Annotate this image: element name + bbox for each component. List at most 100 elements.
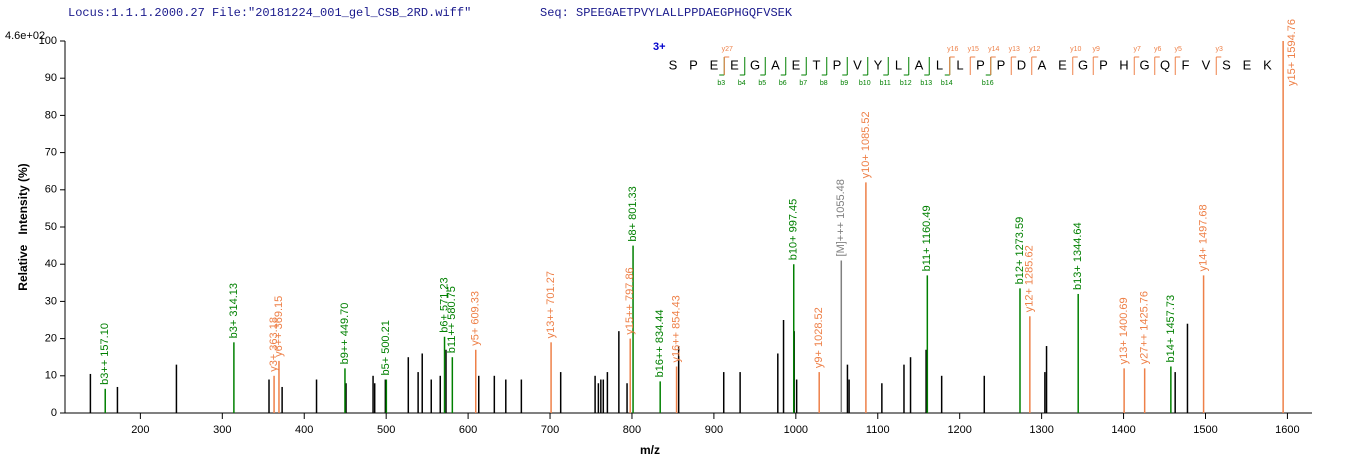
y-axis-title: Relative Intensity (%) [16,163,30,290]
y-tick-label: 90 [45,72,57,84]
peak-label: b3+ 314.13 [228,283,240,338]
peak-label: y27++ 1425.76 [1139,291,1151,364]
residue: V [853,57,862,72]
x-tick-label: 1500 [1193,424,1217,436]
peak-label: b6+ 571.23 [438,277,450,332]
b-fragment: b11 [880,80,891,87]
scale-label: 4.6e+02 [5,30,45,42]
peak-label: y9+ 1028.52 [813,307,825,368]
residue: A [915,57,924,72]
x-tick-label: 600 [459,424,477,436]
peak-label: y5+ 609.33 [470,291,482,346]
residue: P [689,57,698,72]
b-fragment: b14 [941,80,953,87]
y-fragment: y15 [968,46,979,53]
b-fragment: b12 [900,80,912,87]
y-fragment: y6 [1154,46,1162,53]
residue: E [1058,57,1067,72]
x-tick-label: 1600 [1275,424,1299,436]
residue: P [833,57,842,72]
peak-label: b8+ 801.33 [627,186,639,241]
residue: H [1119,57,1128,72]
y-fragment: y14 [988,46,999,53]
peak-label: y10+ 1085.52 [860,111,872,178]
x-tick-label: 900 [705,424,723,436]
peak-label: y13++ 701.27 [545,271,557,338]
b-fragment: b8 [820,80,828,87]
b-fragment: b9 [840,80,848,87]
y-tick-label: 80 [45,109,57,121]
peak-label: y12+ 1285.62 [1024,245,1036,312]
y-tick-label: 20 [45,333,57,345]
x-tick-label: 700 [541,424,559,436]
b-fragment: b3 [717,80,725,87]
residue: F [1182,57,1190,72]
peak-label: b16++ 834.44 [654,309,666,377]
x-tick-label: 1100 [866,424,890,436]
x-tick-label: 1400 [1111,424,1135,436]
residue: S [669,57,678,72]
residue: T [813,57,821,72]
residue: P [997,57,1006,72]
y-tick-label: 50 [45,221,57,233]
residue: E [792,57,801,72]
y-tick-label: 30 [45,295,57,307]
peak-label: y6++ 369.15 [273,296,285,357]
peak-label: y15++ 797.86 [624,267,636,334]
peak-label: b13+ 1344.64 [1072,222,1084,290]
peak-label: b11+ 1160.49 [921,205,933,271]
residue: K [1263,57,1272,72]
residue: Y [874,57,883,72]
b-fragment: b5 [758,80,766,87]
x-tick-label: 400 [295,424,313,436]
residue: L [956,57,963,72]
b-fragment: b16 [982,80,994,87]
x-tick-label: 1000 [784,424,808,436]
peak-label: [M]+++ 1055.48 [835,179,847,256]
y-tick-label: 10 [45,370,57,382]
peak-label: b12+ 1273.59 [1014,217,1026,285]
b-fragment: b10 [859,80,871,87]
peak-label: y3+ 363.18 [268,317,280,372]
residue: G [750,57,760,72]
residue: P [976,57,985,72]
residue: L [936,57,943,72]
y-tick-label: 0 [51,407,57,419]
peak-label: b11++ 580.75 [446,286,458,353]
residue: L [895,57,902,72]
y-fragment: y13 [1009,46,1020,53]
y-fragment: y27 [722,46,733,53]
peak-label: y16++ 854.43 [670,295,682,362]
x-tick-label: 200 [131,424,149,436]
residue: S [1222,57,1231,72]
peak-label: y14+ 1497.68 [1197,204,1209,271]
residue: E [710,57,719,72]
residue: P [1099,57,1108,72]
y-fragment: y10 [1070,46,1081,53]
x-axis-title: m/z [640,443,660,457]
residue: A [1038,57,1047,72]
residue: A [771,57,780,72]
peak-label: y13+ 1400.69 [1118,297,1130,364]
residue: V [1202,57,1211,72]
x-tick-label: 800 [623,424,641,436]
y-fragment: y12 [1029,46,1040,53]
x-tick-label: 500 [377,424,395,436]
peak-label: b3++ 157.10 [99,323,111,385]
y-tick-label: 40 [45,258,57,270]
y-fragment: y9 [1093,46,1101,53]
y-tick-label: 60 [45,184,57,196]
residue: Q [1160,57,1170,72]
peak-label: b9++ 449.70 [339,303,351,365]
residue: G [1139,57,1149,72]
x-tick-label: 1200 [947,424,971,436]
charge-label: 3+ [653,41,666,53]
peak-label: b5+ 500.21 [380,320,392,375]
residue: G [1078,57,1088,72]
chart-subtitle: Seq: SPEEGAETPVYLALLPPDAEGPHGQFVSEK [540,6,793,20]
residue: E [730,57,739,72]
peak-label: b14+ 1457.73 [1165,295,1177,363]
y-fragment: y16 [947,46,958,53]
b-fragment: b7 [799,80,807,87]
